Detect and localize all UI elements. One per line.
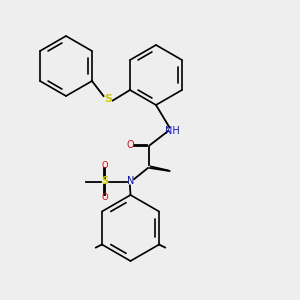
Text: O: O [127,140,134,151]
Text: O: O [102,160,108,169]
Text: O: O [102,194,108,202]
Text: S: S [104,94,112,104]
Text: NH: NH [165,125,180,136]
Text: N: N [127,176,134,187]
Text: S: S [101,176,109,187]
